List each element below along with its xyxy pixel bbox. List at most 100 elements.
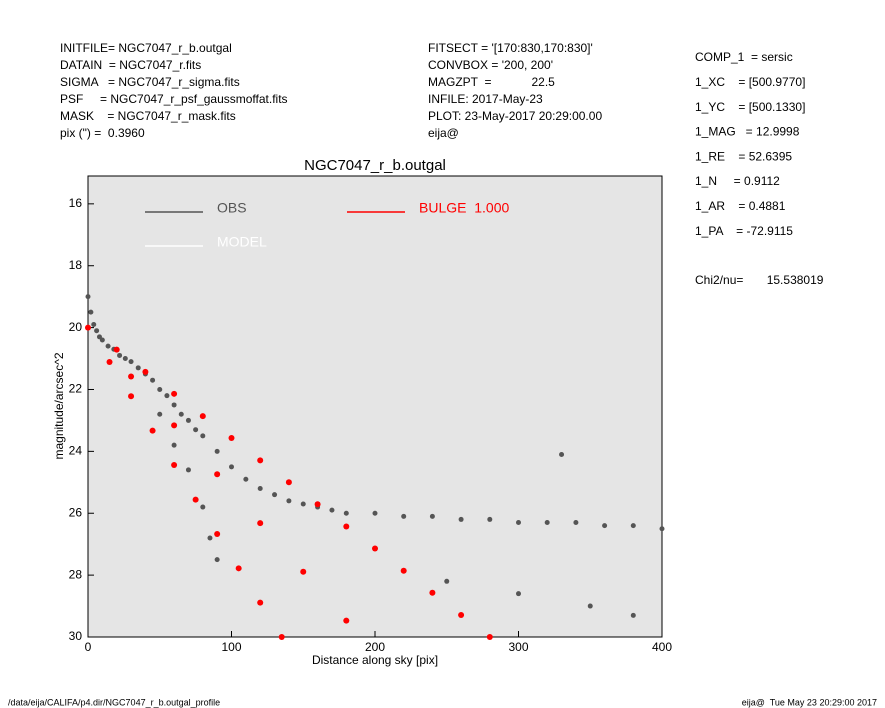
point xyxy=(99,337,105,343)
x-axis-label: Distance along sky [pix] xyxy=(312,653,438,667)
chart-title: NGC7047_r_b.outgal xyxy=(304,157,446,174)
point xyxy=(602,523,608,529)
x-tick-label: 200 xyxy=(365,640,385,654)
header-middle: CONVBOX = '200, 200' xyxy=(428,58,553,72)
y-tick-label: 30 xyxy=(69,629,83,643)
point xyxy=(94,328,100,334)
point xyxy=(192,496,199,503)
y-tick-label: 20 xyxy=(69,320,83,334)
header-right: 1_MAG = 12.9998 xyxy=(695,125,800,139)
header-right: 1_PA = -72.9115 xyxy=(695,224,793,238)
point xyxy=(630,523,636,529)
point xyxy=(587,603,593,609)
point xyxy=(171,390,178,397)
legend-label: MODEL xyxy=(217,234,267,250)
point xyxy=(128,359,134,365)
y-tick-label: 16 xyxy=(69,196,83,210)
point xyxy=(214,448,220,454)
point xyxy=(458,612,465,619)
point xyxy=(214,471,221,478)
point xyxy=(164,393,170,399)
point xyxy=(400,567,407,574)
point xyxy=(128,373,135,380)
point xyxy=(314,501,321,508)
point xyxy=(486,634,493,640)
point xyxy=(516,520,521,526)
header-middle: INFILE: 2017-May-23 xyxy=(428,92,543,106)
point xyxy=(193,427,199,433)
y-tick-label: 18 xyxy=(69,258,83,272)
point xyxy=(171,402,177,408)
point xyxy=(85,294,91,300)
x-tick-label: 300 xyxy=(508,640,528,654)
legend-label: BULGE 1.000 xyxy=(419,200,509,216)
point xyxy=(88,309,94,315)
point xyxy=(178,411,184,417)
point xyxy=(105,343,111,349)
header-left: PSF = NGC7047_r_psf_gaussmoffat.fits xyxy=(60,92,288,106)
header-left: MASK = NGC7047_r_mask.fits xyxy=(60,109,236,123)
point xyxy=(122,356,128,362)
point xyxy=(257,520,264,527)
point xyxy=(573,520,579,526)
point xyxy=(630,612,636,618)
header-left: pix (") = 0.3960 xyxy=(60,126,145,140)
point xyxy=(285,479,292,486)
header-middle: MAGZPT = 22.5 xyxy=(428,75,555,89)
point xyxy=(257,457,264,464)
point xyxy=(257,599,264,606)
header-right: 1_AR = 0.4881 xyxy=(695,199,786,213)
x-tick-label: 100 xyxy=(221,640,241,654)
point xyxy=(300,501,306,507)
point xyxy=(329,507,335,513)
header-right: 1_RE = 52.6395 xyxy=(695,149,792,163)
point xyxy=(199,413,206,420)
point xyxy=(200,433,206,439)
point xyxy=(214,530,221,537)
point xyxy=(444,578,450,584)
point xyxy=(659,526,665,532)
point xyxy=(85,324,91,331)
point xyxy=(207,535,213,541)
point xyxy=(278,634,285,640)
y-tick-label: 26 xyxy=(69,505,83,519)
point xyxy=(157,386,163,392)
header-left: DATAIN = NGC7047_r.fits xyxy=(60,58,201,72)
point xyxy=(142,368,149,375)
point xyxy=(229,464,234,470)
point xyxy=(150,377,156,383)
header-right: 1_N = 0.9112 xyxy=(695,174,780,188)
point xyxy=(128,393,135,400)
point xyxy=(149,427,156,434)
point xyxy=(343,617,350,624)
header-left: SIGMA = NGC7047_r_sigma.fits xyxy=(60,75,240,89)
point xyxy=(372,510,378,516)
point xyxy=(235,565,242,572)
legend-label: OBS xyxy=(217,200,247,216)
header-right: 1_XC = [500.9770] xyxy=(695,75,805,89)
point xyxy=(157,411,163,417)
point xyxy=(286,498,292,504)
point xyxy=(171,422,178,429)
point xyxy=(559,451,565,457)
point xyxy=(544,520,550,526)
point xyxy=(343,523,350,530)
point xyxy=(272,492,278,498)
header-middle: PLOT: 23-May-2017 20:29:00.00 xyxy=(428,109,602,123)
y-axis-label: magnitude/arcsec^2 xyxy=(52,352,66,459)
point xyxy=(429,589,436,596)
point xyxy=(200,504,206,510)
header-right: 1_YC = [500.1330] xyxy=(695,100,805,114)
header-middle: FITSECT = '[170:830,170:830]' xyxy=(428,41,593,55)
chi2: Chi2/nu= 15.538019 xyxy=(695,273,824,287)
point xyxy=(113,346,120,353)
plot-area xyxy=(87,175,663,638)
point xyxy=(135,365,141,371)
header-middle: eija@ xyxy=(428,126,459,140)
header-right: COMP_1 = sersic xyxy=(695,50,793,64)
point xyxy=(343,510,349,516)
x-tick-label: 400 xyxy=(652,640,672,654)
x-tick-label: 0 xyxy=(85,640,92,654)
point xyxy=(91,322,97,328)
